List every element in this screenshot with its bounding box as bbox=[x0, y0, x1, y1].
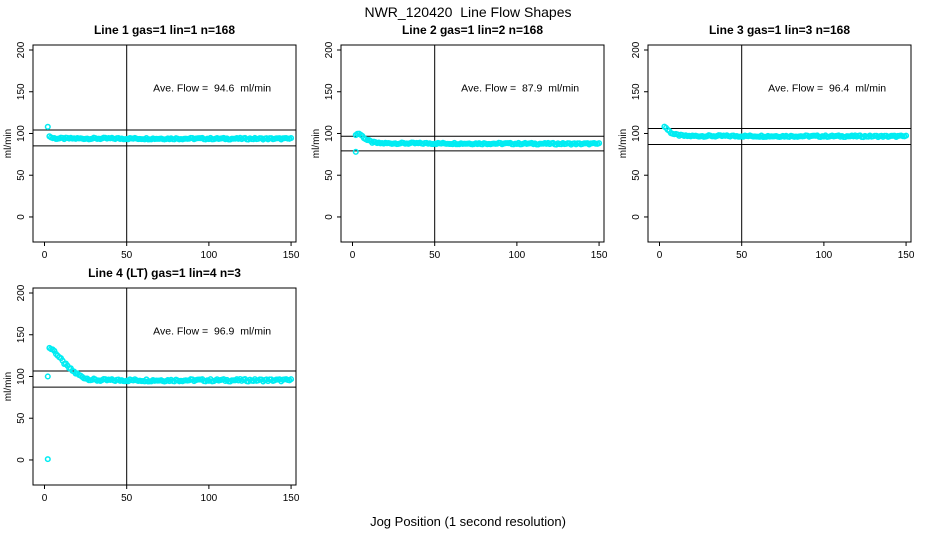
y-tick-label: 0 bbox=[631, 214, 642, 220]
outlier-point bbox=[44, 123, 51, 130]
data-point bbox=[596, 140, 603, 147]
y-tick-label: 100 bbox=[16, 125, 27, 142]
page-title: NWR_120420 Line Flow Shapes bbox=[364, 4, 572, 20]
data-point bbox=[288, 135, 295, 142]
outlier-point bbox=[44, 456, 51, 463]
x-tick-label: 150 bbox=[591, 250, 608, 261]
y-tick-label: 200 bbox=[631, 41, 642, 58]
x-tick-label: 0 bbox=[350, 250, 356, 261]
y-tick-label: 200 bbox=[16, 284, 27, 301]
y-axis-label: ml/min bbox=[618, 129, 629, 158]
plot-area: 0 50 100 150 0 50 100 150 200 ml/min Ave. Flow = 9… bbox=[3, 41, 300, 261]
panel-title: Line 1 gas=1 lin=1 n=168 bbox=[94, 23, 235, 37]
ave-flow-annotation: Ave. Flow = 96.9 ml/min bbox=[153, 326, 271, 338]
y-axis-label: ml/min bbox=[3, 372, 14, 401]
ave-flow-annotation: Ave. Flow = 96.4 ml/min bbox=[768, 83, 886, 95]
y-tick-label: 0 bbox=[16, 457, 27, 463]
x-tick-label: 100 bbox=[201, 493, 218, 504]
y-axis-label: ml/min bbox=[3, 129, 14, 158]
y-axis-label: ml/min bbox=[311, 129, 322, 158]
x-tick-label: 100 bbox=[816, 250, 833, 261]
panel-title: Line 3 gas=1 lin=3 n=168 bbox=[709, 23, 850, 37]
outlier-point bbox=[352, 148, 359, 155]
line3-flow-chart: Line 3 gas=1 lin=3 n=168 0 50 100 150 0 50 100… bbox=[618, 23, 915, 261]
plot-box bbox=[340, 44, 605, 243]
data-point bbox=[903, 132, 910, 139]
line2-flow-chart: Line 2 gas=1 lin=2 n=168 0 50 100 150 0 50 100… bbox=[311, 23, 608, 261]
ave-flow-annotation: Ave. Flow = 87.9 ml/min bbox=[461, 83, 579, 95]
x-tick-label: 0 bbox=[42, 250, 48, 261]
y-tick-label: 100 bbox=[631, 125, 642, 142]
x-axis-label: Jog Position (1 second resolution) bbox=[370, 514, 566, 529]
y-tick-label: 50 bbox=[324, 169, 335, 181]
x-tick-label: 150 bbox=[283, 493, 300, 504]
y-tick-label: 100 bbox=[16, 368, 27, 385]
plot-area: 0 50 100 150 0 50 100 150 200 ml/min Ave. Flow = 9… bbox=[618, 41, 915, 261]
y-tick-label: 50 bbox=[16, 412, 27, 424]
x-tick-label: 0 bbox=[657, 250, 663, 261]
chart-panel-line3: Line 3 gas=1 lin=3 n=168 0 50 100 150 0 50 100… bbox=[615, 20, 927, 270]
y-tick-label: 100 bbox=[324, 125, 335, 142]
y-tick-label: 50 bbox=[631, 169, 642, 181]
y-tick-label: 150 bbox=[324, 83, 335, 100]
ave-flow-annotation: Ave. Flow = 94.6 ml/min bbox=[153, 83, 271, 95]
chart-panel-line1: Line 1 gas=1 lin=1 n=168 0 50 100 150 0 50 100… bbox=[0, 20, 312, 270]
x-tick-label: 50 bbox=[429, 250, 441, 261]
y-tick-label: 200 bbox=[16, 41, 27, 58]
panel-title: Line 2 gas=1 lin=2 n=168 bbox=[402, 23, 543, 37]
x-tick-label: 150 bbox=[283, 250, 300, 261]
y-tick-label: 150 bbox=[16, 326, 27, 343]
plot-box bbox=[32, 44, 297, 243]
line4-flow-chart: Line 4 (LT) gas=1 lin=4 n=3 0 50 100 150 0 50… bbox=[3, 266, 300, 504]
plot-box bbox=[647, 44, 912, 243]
y-tick-label: 50 bbox=[16, 169, 27, 181]
chart-panel-line4: Line 4 (LT) gas=1 lin=4 n=3 0 50 100 150 0 50… bbox=[0, 263, 312, 513]
outlier-point bbox=[44, 373, 51, 380]
x-tick-label: 100 bbox=[201, 250, 218, 261]
y-tick-label: 200 bbox=[324, 41, 335, 58]
x-tick-label: 50 bbox=[736, 250, 748, 261]
x-tick-label: 0 bbox=[42, 493, 48, 504]
x-tick-label: 150 bbox=[898, 250, 915, 261]
y-tick-label: 0 bbox=[16, 214, 27, 220]
line1-flow-chart: Line 1 gas=1 lin=1 n=168 0 50 100 150 0 50 100… bbox=[3, 23, 300, 261]
plot-area: 0 50 100 150 0 50 100 150 200 ml/min Ave. Flow = 9… bbox=[3, 284, 300, 504]
x-tick-label: 50 bbox=[121, 493, 133, 504]
x-tick-label: 50 bbox=[121, 250, 133, 261]
panel-title: Line 4 (LT) gas=1 lin=4 n=3 bbox=[88, 266, 241, 280]
plot-area: 0 50 100 150 0 50 100 150 200 ml/min Ave. Flow = 8… bbox=[311, 41, 608, 261]
data-point bbox=[288, 376, 295, 383]
y-tick-label: 150 bbox=[631, 83, 642, 100]
x-tick-label: 100 bbox=[509, 250, 526, 261]
y-tick-label: 0 bbox=[324, 214, 335, 220]
plot-box bbox=[32, 287, 297, 486]
y-tick-label: 150 bbox=[16, 83, 27, 100]
chart-panel-line2: Line 2 gas=1 lin=2 n=168 0 50 100 150 0 50 100… bbox=[308, 20, 620, 270]
